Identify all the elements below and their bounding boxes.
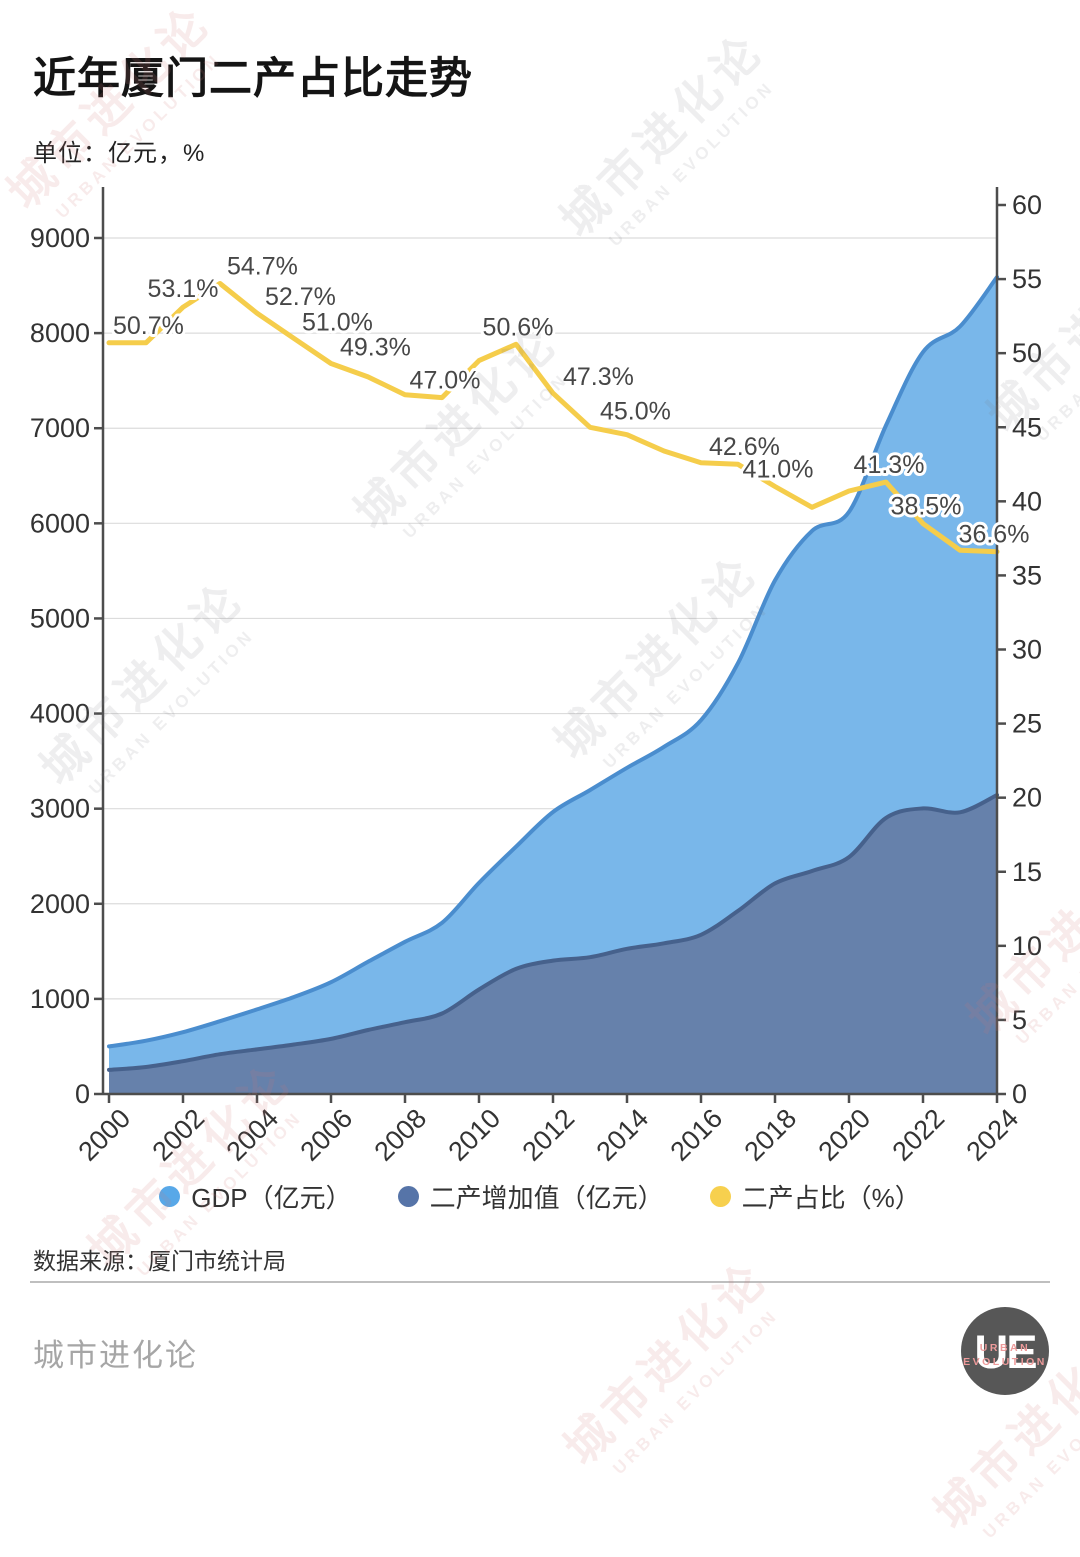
right-tick-label: 25	[1012, 709, 1042, 739]
secondary-area	[109, 795, 997, 1094]
left-tick-label: 1000	[30, 984, 90, 1014]
pct-point-label: 42.6%	[709, 433, 780, 461]
brand-logo-icon: UE URBAN EVOLUTION	[961, 1307, 1049, 1395]
pct-line	[106, 281, 1000, 555]
axes	[94, 187, 1006, 1103]
pct-point-label: 36.6%	[959, 521, 1030, 549]
pct-point-label: 52.7%	[265, 283, 336, 311]
legend-dot-icon	[397, 1186, 419, 1207]
logo-initials: UE	[974, 1324, 1037, 1378]
secondary-area-edge	[107, 793, 999, 1072]
right-tick-label: 5	[1012, 1005, 1027, 1035]
legend-label: 二产增加值（亿元）	[429, 1183, 664, 1213]
x-tick-label: 2016	[665, 1103, 729, 1167]
pct-point-label: 54.7%	[227, 253, 298, 281]
chart-legend: GDP（亿元） 二产增加值（亿元） 二产占比（%）	[0, 1178, 1080, 1215]
right-tick-label: 20	[1012, 783, 1042, 813]
right-tick-label: 10	[1012, 931, 1042, 961]
left-tick-label: 9000	[30, 223, 90, 253]
x-tick-label: 2004	[221, 1103, 285, 1167]
right-tick-label: 40	[1012, 486, 1042, 516]
x-tick-label: 2000	[73, 1103, 137, 1167]
pct-point-label: 50.6%	[483, 313, 554, 341]
right-tick-label: 0	[1012, 1079, 1027, 1109]
page-title: 近年厦门二产占比走势	[33, 55, 473, 103]
x-tick-label: 2024	[961, 1103, 1025, 1167]
pct-point-label: 41.0%	[743, 456, 814, 484]
pct-point-label: 51.0%	[302, 308, 373, 336]
x-tick-label: 2020	[813, 1103, 877, 1167]
logo-subtext-line1: URBAN	[979, 1342, 1031, 1354]
legend-dot-icon	[159, 1186, 181, 1207]
gdp-area-edge	[107, 275, 999, 1049]
pct-point-label: 47.3%	[563, 363, 634, 391]
right-tick-label: 50	[1012, 338, 1042, 368]
x-tick-label: 2002	[147, 1103, 211, 1167]
x-tick-label: 2018	[739, 1103, 803, 1167]
pct-point-label: 41.3%	[854, 451, 925, 479]
right-tick-label: 45	[1012, 412, 1042, 442]
legend-item: 二产占比（%）	[709, 1178, 921, 1215]
pct-point-label: 38.5%	[891, 493, 962, 521]
left-tick-label: 8000	[30, 318, 90, 348]
left-tick-label: 5000	[30, 603, 90, 633]
right-tick-label: 55	[1012, 264, 1042, 294]
x-tick-label: 2010	[443, 1103, 507, 1167]
right-tick-label: 35	[1012, 560, 1042, 590]
left-tick-label: 3000	[30, 794, 90, 824]
pct-point-label: 45.0%	[600, 397, 671, 425]
pct-point-label: 49.3%	[340, 334, 411, 362]
legend-label: 二产占比（%）	[741, 1183, 921, 1213]
area-series	[107, 275, 999, 1095]
chart-canvas: 0100020003000400050006000700080009000051…	[30, 187, 1042, 1167]
x-tick-label: 2006	[295, 1103, 359, 1167]
logo-subtext-line2: EVOLUTION	[963, 1356, 1047, 1369]
left-tick-label: 2000	[30, 889, 90, 919]
x-tick-label: 2014	[591, 1103, 655, 1167]
legend-item: 二产增加值（亿元）	[397, 1178, 664, 1215]
footer-divider	[30, 1281, 1050, 1283]
brand-name: 城市进化论	[33, 1338, 198, 1373]
left-tick-label: 4000	[30, 699, 90, 729]
legend-dot-icon	[709, 1186, 731, 1207]
pct-point-label: 50.7%	[113, 312, 184, 340]
legend-item: GDP（亿元）	[159, 1178, 352, 1215]
unit-label: 单位：亿元，%	[33, 140, 206, 167]
x-tick-label: 2008	[369, 1103, 433, 1167]
right-tick-label: 60	[1012, 190, 1042, 220]
x-tick-label: 2022	[887, 1103, 951, 1167]
left-tick-label: 6000	[30, 508, 90, 538]
legend-label: GDP（亿元）	[191, 1183, 352, 1213]
right-tick-label: 15	[1012, 857, 1042, 887]
left-tick-label: 0	[75, 1079, 90, 1109]
pct-point-label: 53.1%	[148, 275, 219, 303]
pct-point-labels: 50.7% 53.1% 54.7%52.7%51.0%49.3% 47.0%50.6%…	[110, 250, 1032, 552]
logo-subtext: URBAN EVOLUTION	[961, 1341, 1049, 1369]
pct-point-label: 47.0%	[410, 367, 481, 395]
left-tick-label: 7000	[30, 413, 90, 443]
data-source: 数据来源：厦门市统计局	[33, 1248, 286, 1274]
right-tick-label: 30	[1012, 635, 1042, 665]
x-tick-label: 2012	[517, 1103, 581, 1167]
